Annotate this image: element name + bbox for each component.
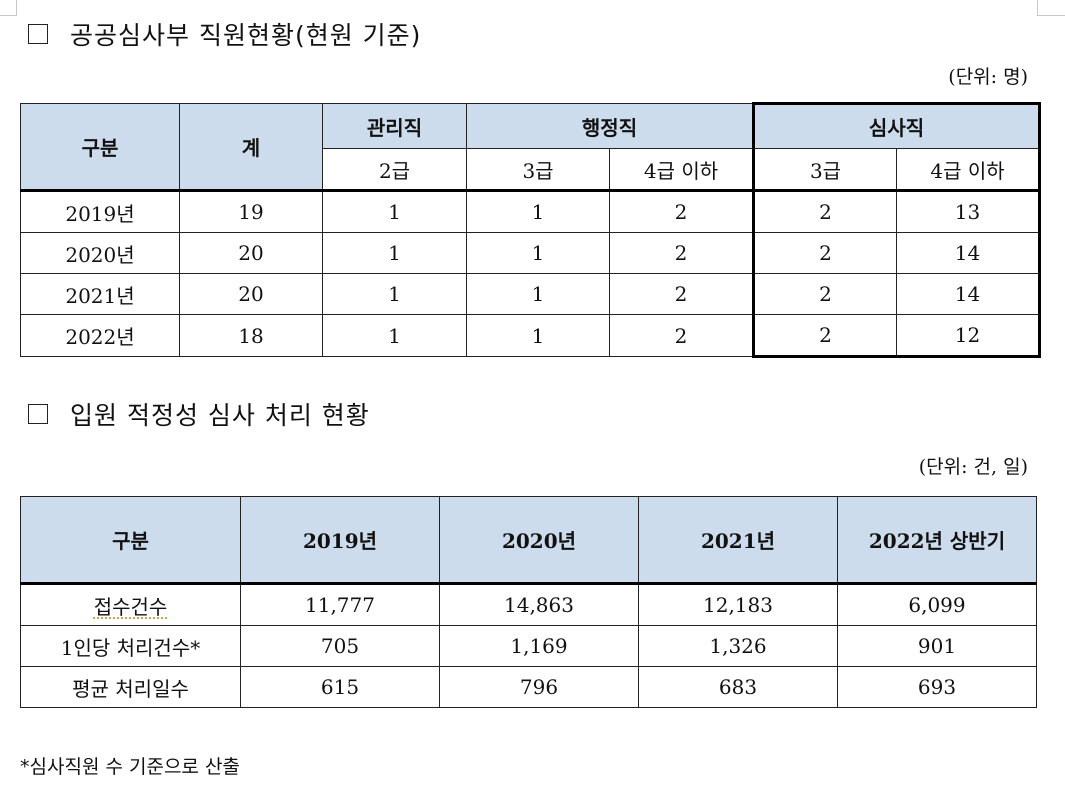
cell-review-g3: 2 xyxy=(752,273,898,315)
section-title-staff: 공공심사부 직원현황(현원 기준) xyxy=(28,16,421,52)
cell-year: 2020년 xyxy=(20,232,180,274)
cell-2021: 683 xyxy=(638,666,838,708)
cell-admin-g4: 2 xyxy=(608,232,755,274)
page-corner-mark-left xyxy=(0,0,17,16)
cell-review-g4: 14 xyxy=(896,273,1042,315)
cell-review-g4: 13 xyxy=(896,190,1042,233)
table-row: 평균 처리일수 615 796 683 693 xyxy=(20,666,1037,708)
cell-admin-g4: 2 xyxy=(608,273,755,315)
cell-total: 20 xyxy=(179,232,323,274)
cell-total: 19 xyxy=(179,190,323,233)
header-category: 구분 xyxy=(20,496,241,585)
cell-2022-h1: 6,099 xyxy=(837,583,1037,626)
section-title-text: 공공심사부 직원현황(현원 기준) xyxy=(70,21,422,50)
cell-review-g3: 2 xyxy=(752,232,898,274)
section-title-text: 입원 적정성 심사 처리 현황 xyxy=(70,401,370,430)
header-2020: 2020년 xyxy=(439,496,639,585)
cell-2019: 705 xyxy=(240,625,440,667)
cell-admin-g4: 2 xyxy=(608,314,755,357)
cell-review-g4: 12 xyxy=(896,314,1042,358)
section-title-review: 입원 적정성 심사 처리 현황 xyxy=(28,396,370,432)
cell-year: 2019년 xyxy=(20,190,180,233)
cell-2020: 14,863 xyxy=(439,583,639,626)
checkbox-square-icon xyxy=(28,404,48,424)
row-label-text: 평균 처리일수 xyxy=(72,676,189,701)
row-label: 평균 처리일수 xyxy=(20,666,241,708)
header-administrative: 행정직 xyxy=(465,103,755,149)
table-row: 2019년 19 1 1 2 2 13 xyxy=(20,190,1042,233)
cell-total: 20 xyxy=(179,273,323,315)
cell-2021: 1,326 xyxy=(638,625,838,667)
header-review-grade4-below: 4급 이하 xyxy=(896,148,1042,192)
staff-status-table: 구분 계 관리직 행정직 심사직 2급 3급 4급 이하 3급 4급 이하 20… xyxy=(20,102,1042,358)
header-review-grade3: 3급 xyxy=(752,148,898,192)
cell-2020: 796 xyxy=(439,666,639,708)
header-admin-grade4-below: 4급 이하 xyxy=(608,148,755,192)
table-row: 접수건수 11,777 14,863 12,183 6,099 xyxy=(20,583,1037,626)
cell-admin-g3: 1 xyxy=(466,190,610,233)
cell-review-g3: 2 xyxy=(752,190,898,233)
header-total: 계 xyxy=(179,103,323,192)
cell-review-g4: 14 xyxy=(896,232,1042,274)
header-mgmt-grade2: 2급 xyxy=(322,148,467,192)
row-label-text: 1인당 처리건수* xyxy=(60,635,201,660)
table-row: 1인당 처리건수* 705 1,169 1,326 901 xyxy=(20,625,1037,667)
footnote: *심사직원 수 기준으로 산출 xyxy=(20,756,240,778)
cell-2019: 11,777 xyxy=(240,583,440,626)
cell-review-g3: 2 xyxy=(752,314,898,358)
cell-mgmt-g2: 1 xyxy=(322,273,467,315)
row-label: 접수건수 xyxy=(20,583,241,626)
cell-admin-g4: 2 xyxy=(608,190,755,233)
cell-2020: 1,169 xyxy=(439,625,639,667)
cell-total: 18 xyxy=(179,314,323,357)
table-row: 2022년 18 1 1 2 2 12 xyxy=(20,314,1042,358)
row-label-text: 접수건수 xyxy=(93,594,168,619)
header-2019: 2019년 xyxy=(240,496,440,585)
cell-2022-h1: 693 xyxy=(837,666,1037,708)
cell-year: 2022년 xyxy=(20,314,180,357)
cell-mgmt-g2: 1 xyxy=(322,314,467,357)
table-row: 2021년 20 1 1 2 2 14 xyxy=(20,273,1042,315)
page-corner-mark-right xyxy=(1037,0,1065,16)
cell-2021: 12,183 xyxy=(638,583,838,626)
header-2021: 2021년 xyxy=(638,496,838,585)
review-processing-table: 구분 2019년 2020년 2021년 2022년 상반기 접수건수 11,7… xyxy=(20,496,1037,708)
cell-admin-g3: 1 xyxy=(466,273,610,315)
cell-mgmt-g2: 1 xyxy=(322,232,467,274)
header-review: 심사직 xyxy=(752,102,1042,149)
header-2022-h1: 2022년 상반기 xyxy=(837,496,1037,585)
cell-year: 2021년 xyxy=(20,273,180,315)
table-row: 2020년 20 1 1 2 2 14 xyxy=(20,232,1042,274)
unit-label-review: (단위: 건, 일) xyxy=(918,456,1028,478)
cell-mgmt-g2: 1 xyxy=(322,190,467,233)
cell-2022-h1: 901 xyxy=(837,625,1037,667)
cell-2019: 615 xyxy=(240,666,440,708)
unit-label-staff: (단위: 명) xyxy=(948,66,1028,88)
header-category: 구분 xyxy=(20,103,180,192)
cell-admin-g3: 1 xyxy=(466,314,610,357)
header-management: 관리직 xyxy=(322,103,467,149)
row-label: 1인당 처리건수* xyxy=(20,625,241,667)
header-admin-grade3: 3급 xyxy=(466,148,610,192)
cell-admin-g3: 1 xyxy=(466,232,610,274)
checkbox-square-icon xyxy=(28,24,48,44)
